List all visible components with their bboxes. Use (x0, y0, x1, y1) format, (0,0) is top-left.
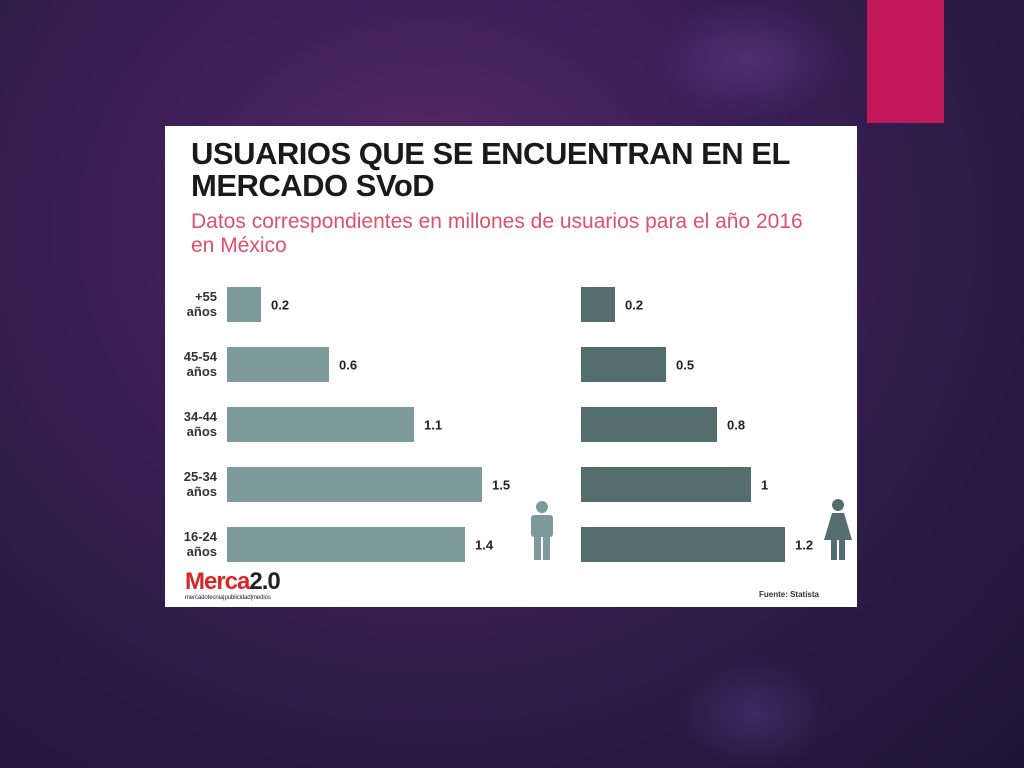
bar (581, 347, 666, 382)
logo-tagline: mercadotecnia|publicidad|medios (185, 595, 271, 601)
category-label: años (187, 484, 217, 499)
bar (581, 527, 785, 562)
data-label: 1 (761, 478, 768, 493)
category-label: años (187, 424, 217, 439)
bar (227, 407, 414, 442)
accent-block (867, 0, 944, 123)
data-label: 1.2 (795, 538, 813, 553)
data-label: 1.1 (424, 418, 442, 433)
logo-text: Merca (185, 568, 250, 595)
bar (227, 347, 329, 382)
background-glow (680, 660, 830, 768)
category-label: 25-34 (184, 469, 218, 484)
data-label: 0.6 (339, 358, 357, 373)
female-icon (824, 499, 852, 560)
bar-chart: +55años45-54años34-44años25-34años16-24a… (184, 287, 813, 562)
data-label: 1.5 (492, 478, 510, 493)
bar (227, 287, 261, 322)
data-label: 0.8 (727, 418, 745, 433)
category-label: años (187, 364, 217, 379)
category-label: +55 (195, 289, 217, 304)
background-glow (650, 0, 850, 120)
category-label: 45-54 (184, 349, 218, 364)
bar (581, 467, 751, 502)
brand-logo: Merca2.0 mercadotecnia|publicidad|medios (185, 568, 281, 602)
category-label: años (187, 304, 217, 319)
bar (227, 527, 465, 562)
bar (227, 467, 482, 502)
data-label: 0.5 (676, 358, 694, 373)
chart-subtitle: Datos correspondientes en millones de us… (191, 210, 803, 257)
infographic-card: USUARIOS QUE SE ENCUENTRAN EN EL MERCADO… (165, 126, 857, 607)
male-icon (531, 501, 553, 560)
data-label: 1.4 (475, 538, 494, 553)
bar (581, 287, 615, 322)
source-note: Fuente: Statista (758, 590, 819, 599)
logo-version: 2.0 (249, 568, 280, 595)
data-label: 0.2 (625, 298, 643, 313)
category-label: 16-24 (184, 529, 218, 544)
data-label: 0.2 (271, 298, 289, 313)
chart-title: USUARIOS QUE SE ENCUENTRAN EN EL MERCADO… (191, 136, 790, 203)
category-label: años (187, 544, 217, 559)
category-label: 34-44 (184, 409, 218, 424)
bar (581, 407, 717, 442)
